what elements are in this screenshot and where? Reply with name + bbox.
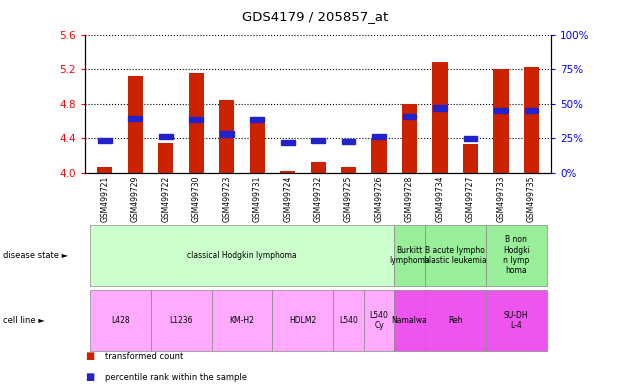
Bar (403, 114, 416, 119)
Bar (220, 131, 234, 137)
Bar (433, 106, 447, 111)
Bar (250, 117, 264, 122)
Text: Namalwa: Namalwa (392, 316, 428, 325)
Text: B non
Hodgki
n lymp
homa: B non Hodgki n lymp homa (503, 235, 530, 275)
Text: classical Hodgkin lymphoma: classical Hodgkin lymphoma (187, 251, 297, 260)
Bar (128, 76, 143, 173)
Bar (494, 108, 508, 113)
Text: SU-DH
L-4: SU-DH L-4 (504, 311, 529, 330)
Text: ■: ■ (85, 351, 94, 361)
Bar (190, 117, 203, 122)
Text: transformed count: transformed count (105, 352, 183, 361)
Bar (311, 138, 325, 144)
Bar (249, 119, 265, 173)
Bar (188, 73, 204, 173)
Bar (129, 116, 142, 121)
Text: L428: L428 (111, 316, 129, 325)
Text: L540: L540 (339, 316, 358, 325)
Bar (97, 167, 113, 173)
Bar (219, 100, 234, 173)
Bar (372, 134, 386, 139)
Bar (464, 136, 478, 141)
Text: Reh: Reh (448, 316, 462, 325)
Bar (158, 142, 173, 173)
Text: L540
Cy: L540 Cy (370, 311, 389, 330)
Bar (311, 162, 326, 173)
Bar (281, 140, 295, 145)
Text: KM-H2: KM-H2 (229, 316, 255, 325)
Text: ■: ■ (85, 372, 94, 382)
Text: Burkitt
lymphoma: Burkitt lymphoma (389, 246, 430, 265)
Bar (432, 62, 448, 173)
Text: GDS4179 / 205857_at: GDS4179 / 205857_at (242, 10, 388, 23)
Bar (280, 171, 295, 173)
Bar (463, 144, 478, 173)
Bar (98, 138, 112, 144)
Bar (341, 167, 356, 173)
Text: disease state ►: disease state ► (3, 251, 68, 260)
Bar (402, 104, 417, 173)
Bar (524, 66, 539, 173)
Bar (341, 139, 355, 144)
Bar (493, 69, 508, 173)
Text: HDLM2: HDLM2 (289, 316, 316, 325)
Bar (159, 134, 173, 139)
Bar (525, 108, 538, 113)
Text: cell line ►: cell line ► (3, 316, 45, 325)
Bar (372, 138, 387, 173)
Text: L1236: L1236 (169, 316, 193, 325)
Text: B acute lympho
blastic leukemia: B acute lympho blastic leukemia (424, 246, 486, 265)
Text: percentile rank within the sample: percentile rank within the sample (105, 372, 247, 382)
